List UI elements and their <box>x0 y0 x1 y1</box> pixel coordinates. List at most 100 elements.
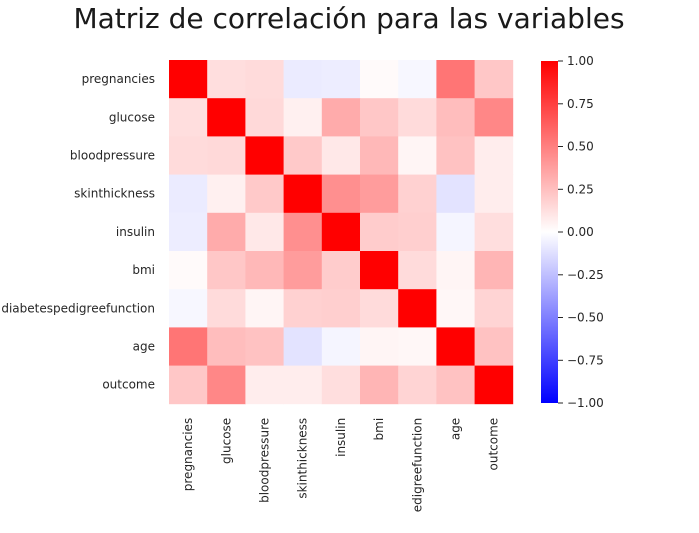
heatmap-cell-bmi-pregnancies <box>169 251 208 290</box>
heatmap-cell-age-glucose <box>207 327 246 366</box>
heatmap-cell-pregnancies-pregnancies <box>169 60 208 99</box>
heatmap-cell-age-outcome <box>474 327 514 366</box>
y-tick-label-outcome: outcome <box>102 378 155 392</box>
heatmap-cell-skinthickness-glucose <box>207 174 246 214</box>
heatmap-cell-glucose-glucose <box>207 98 246 137</box>
heatmap-cell-age-bloodpressure <box>245 327 284 366</box>
heatmap-cell-diabetespedigreefunction-skinthickness <box>283 289 323 328</box>
heatmap-cell-bmi-age <box>436 251 475 290</box>
colorbar-tick-label: 0.75 <box>567 97 594 111</box>
heatmap-cell-skinthickness-bmi <box>360 174 399 214</box>
heatmap-cell-skinthickness-pregnancies <box>169 174 208 214</box>
heatmap-cell-insulin-pregnancies <box>169 212 208 252</box>
heatmap-cell-insulin-outcome <box>474 212 514 252</box>
x-tick-label-edigreefunction: edigreefunction <box>410 418 424 512</box>
heatmap-cell-skinthickness-skinthickness <box>283 174 323 214</box>
heatmap-cell-bmi-bloodpressure <box>245 251 284 290</box>
heatmap-cell-outcome-edigreefunction <box>398 365 437 405</box>
x-tick-label-glucose: glucose <box>219 418 233 464</box>
heatmap-cell-insulin-insulin <box>321 212 361 252</box>
heatmap-cell-outcome-skinthickness <box>283 365 323 405</box>
heatmap-cell-pregnancies-skinthickness <box>283 60 323 99</box>
y-tick-label-glucose: glucose <box>109 110 155 124</box>
heatmap-cell-outcome-outcome <box>474 365 514 405</box>
heatmap-cell-outcome-pregnancies <box>169 365 208 405</box>
heatmap-cell-bloodpressure-insulin <box>321 136 361 175</box>
heatmap-cell-bloodpressure-pregnancies <box>169 136 208 175</box>
heatmap-cell-bloodpressure-age <box>436 136 475 175</box>
colorbar-tick-label: 0.00 <box>567 225 594 239</box>
colorbar <box>541 61 558 403</box>
x-tick-label-age: age <box>449 418 463 440</box>
heatmap-cell-bmi-insulin <box>321 251 361 290</box>
heatmap-cell-pregnancies-bmi <box>360 60 399 99</box>
heatmap-cell-pregnancies-age <box>436 60 475 99</box>
colorbar-tick-label: −0.50 <box>567 311 604 325</box>
heatmap-cell-bloodpressure-outcome <box>474 136 514 175</box>
heatmap-cell-diabetespedigreefunction-edigreefunction <box>398 289 437 328</box>
heatmap-cell-outcome-bmi <box>360 365 399 405</box>
heatmap-cell-glucose-pregnancies <box>169 98 208 137</box>
x-tick-label-pregnancies: pregnancies <box>181 418 195 491</box>
heatmap-cell-bloodpressure-bloodpressure <box>245 136 284 175</box>
y-tick-label-insulin: insulin <box>116 225 155 239</box>
heatmap-cell-outcome-bloodpressure <box>245 365 284 405</box>
heatmap-cell-outcome-age <box>436 365 475 405</box>
heatmap-cell-diabetespedigreefunction-pregnancies <box>169 289 208 328</box>
x-tick-label-skinthickness: skinthickness <box>296 418 310 499</box>
heatmap-cell-diabetespedigreefunction-age <box>436 289 475 328</box>
heatmap-cell-bloodpressure-edigreefunction <box>398 136 437 175</box>
heatmap-cell-age-edigreefunction <box>398 327 437 366</box>
colorbar-tick-label: −1.00 <box>567 396 604 410</box>
heatmap-cell-diabetespedigreefunction-bloodpressure <box>245 289 284 328</box>
colorbar-tick-label: −0.25 <box>567 268 604 282</box>
heatmap-cell-pregnancies-bloodpressure <box>245 60 284 99</box>
heatmap-cell-bmi-outcome <box>474 251 514 290</box>
heatmap-cell-insulin-glucose <box>207 212 246 252</box>
heatmap-cell-skinthickness-edigreefunction <box>398 174 437 214</box>
y-tick-label-pregnancies: pregnancies <box>82 72 155 86</box>
heatmap-cell-glucose-insulin <box>321 98 361 137</box>
y-tick-label-skinthickness: skinthickness <box>74 187 155 201</box>
heatmap-cell-bloodpressure-skinthickness <box>283 136 323 175</box>
heatmap-cell-outcome-insulin <box>321 365 361 405</box>
x-tick-label-bloodpressure: bloodpressure <box>258 418 272 503</box>
heatmap-cell-bmi-skinthickness <box>283 251 323 290</box>
heatmap-cell-diabetespedigreefunction-bmi <box>360 289 399 328</box>
heatmap-cell-pregnancies-edigreefunction <box>398 60 437 99</box>
heatmap-cell-insulin-bmi <box>360 212 399 252</box>
colorbar-ticks: 1.00 0.75 0.50 0.25 0.00 −0.25 −0.50 −0.75 −1.00 <box>558 54 604 410</box>
y-tick-label-diabetespedigreefunction: diabetespedigreefunction <box>1 301 155 315</box>
heatmap-cell-age-age <box>436 327 475 366</box>
heatmap-cell-age-insulin <box>321 327 361 366</box>
heatmap-cell-diabetespedigreefunction-insulin <box>321 289 361 328</box>
heatmap-cell-skinthickness-age <box>436 174 475 214</box>
heatmap-cell-diabetespedigreefunction-outcome <box>474 289 514 328</box>
colorbar-tick-label: 0.50 <box>567 140 594 154</box>
x-tick-labels: pregnancies glucose bloodpressure skinthick… <box>181 418 501 512</box>
heatmap-cell-bmi-bmi <box>360 251 399 290</box>
y-tick-label-bmi: bmi <box>132 263 155 277</box>
heatmap-cell-bmi-glucose <box>207 251 246 290</box>
heatmap-cell-skinthickness-insulin <box>321 174 361 214</box>
heatmap-cell-outcome-glucose <box>207 365 246 405</box>
colorbar-tick-label: 1.00 <box>567 54 594 68</box>
heatmap-cell-pregnancies-outcome <box>474 60 514 99</box>
heatmap-cell-insulin-skinthickness <box>283 212 323 252</box>
heatmap-cell-age-pregnancies <box>169 327 208 366</box>
heatmap-cell-glucose-edigreefunction <box>398 98 437 137</box>
x-tick-label-insulin: insulin <box>334 418 348 457</box>
heatmap-cell-bloodpressure-glucose <box>207 136 246 175</box>
colorbar-tick-label: −0.75 <box>567 353 604 367</box>
heatmap-cell-insulin-bloodpressure <box>245 212 284 252</box>
heatmap-cell-bloodpressure-bmi <box>360 136 399 175</box>
heatmap-cell-glucose-bmi <box>360 98 399 137</box>
colorbar-tick-label: 0.25 <box>567 182 594 196</box>
x-tick-label-outcome: outcome <box>487 418 501 471</box>
heatmap-cell-insulin-edigreefunction <box>398 212 437 252</box>
heatmap-cell-age-skinthickness <box>283 327 323 366</box>
heatmap-cell-age-bmi <box>360 327 399 366</box>
chart-title: Matriz de correlación para las variables <box>73 2 624 35</box>
y-tick-label-age: age <box>133 340 155 354</box>
